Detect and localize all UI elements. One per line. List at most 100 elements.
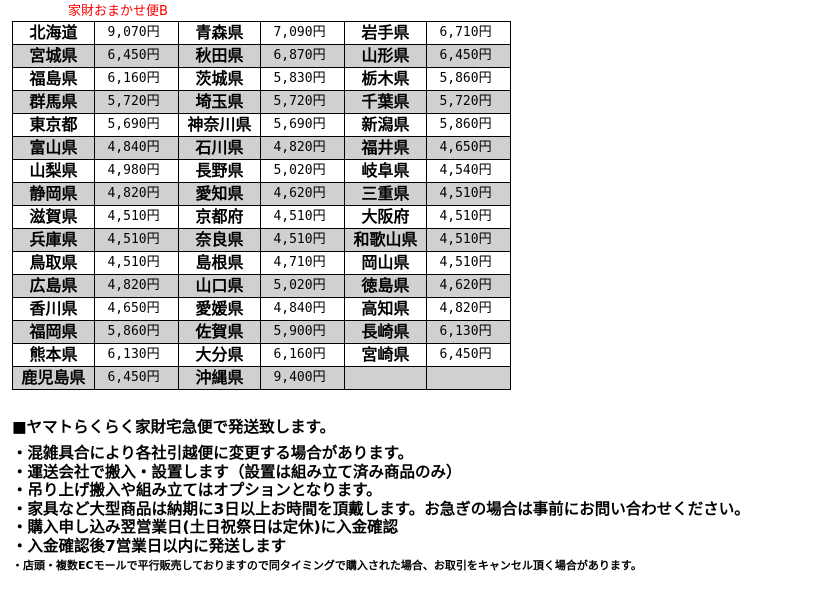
footnote: ・店頭・複数ECモールで平行販売しておりますので同タイミングで購入された場合、お… xyxy=(12,559,642,572)
prefecture-cell: 福井県 xyxy=(343,136,428,160)
price-cell: 6,160円 xyxy=(260,343,345,367)
prefecture-cell: 愛知県 xyxy=(177,182,262,206)
price-cell: 6,130円 xyxy=(94,343,179,367)
prefecture-cell: 京都府 xyxy=(177,205,262,229)
table-row: 静岡県 4,820円 愛知県 4,620円 三重県 4,510円 xyxy=(11,182,511,206)
table-row: 福岡県 5,860円 佐賀県 5,900円 長崎県 6,130円 xyxy=(11,320,511,344)
prefecture-cell: 滋賀県 xyxy=(11,205,96,229)
note-line: ・吊り上げ搬入や組み立てはオプションとなります。 xyxy=(12,481,382,499)
price-cell: 4,820円 xyxy=(94,274,179,298)
price-cell: 5,720円 xyxy=(94,90,179,114)
price-cell: 4,510円 xyxy=(260,228,345,252)
table-row: 熊本県 6,130円 大分県 6,160円 宮崎県 6,450円 xyxy=(11,343,511,367)
price-cell: 4,510円 xyxy=(94,228,179,252)
price-cell: 4,980円 xyxy=(94,159,179,183)
price-cell: 4,710円 xyxy=(260,251,345,275)
table-row: 富山県 4,840円 石川県 4,820円 福井県 4,650円 xyxy=(11,136,511,160)
prefecture-cell: 群馬県 xyxy=(11,90,96,114)
price-cell: 5,020円 xyxy=(260,274,345,298)
price-cell: 5,690円 xyxy=(260,113,345,137)
table-row: 宮城県 6,450円 秋田県 6,870円 山形県 6,450円 xyxy=(11,44,511,68)
price-cell: 4,820円 xyxy=(260,136,345,160)
price-cell: 4,510円 xyxy=(426,182,511,206)
prefecture-cell: 神奈川県 xyxy=(177,113,262,137)
table-row: 兵庫県 4,510円 奈良県 4,510円 和歌山県 4,510円 xyxy=(11,228,511,252)
price-cell: 5,860円 xyxy=(94,320,179,344)
prefecture-cell: 鹿児島県 xyxy=(11,366,96,390)
prefecture-cell: 岐阜県 xyxy=(343,159,428,183)
shipping-notes: ■ヤマトらくらく家財宅急便で発送致します。 ・混雑具合により各社引越便に変更する… xyxy=(12,418,750,555)
prefecture-cell: 鳥取県 xyxy=(11,251,96,275)
price-cell: 6,450円 xyxy=(94,44,179,68)
table-row: 広島県 4,820円 山口県 5,020円 徳島県 4,620円 xyxy=(11,274,511,298)
table-row: 山梨県 4,980円 長野県 5,020円 岐阜県 4,540円 xyxy=(11,159,511,183)
shipping-plan-title: 家財おまかせ便B xyxy=(68,4,168,19)
prefecture-cell: 埼玉県 xyxy=(177,90,262,114)
prefecture-cell: 佐賀県 xyxy=(177,320,262,344)
price-cell: 6,160円 xyxy=(94,67,179,91)
price-cell: 4,650円 xyxy=(426,136,511,160)
price-cell: 6,450円 xyxy=(94,366,179,390)
price-cell: 5,690円 xyxy=(94,113,179,137)
prefecture-cell: 福島県 xyxy=(11,67,96,91)
table-row: 鳥取県 4,510円 島根県 4,710円 岡山県 4,510円 xyxy=(11,251,511,275)
price-cell: 9,400円 xyxy=(260,366,345,390)
notes-heading: ■ヤマトらくらく家財宅急便で発送致します。 xyxy=(12,418,336,436)
table-row: 福島県 6,160円 茨城県 5,830円 栃木県 5,860円 xyxy=(11,67,511,91)
prefecture-cell: 長崎県 xyxy=(343,320,428,344)
price-cell: 4,820円 xyxy=(94,182,179,206)
shipping-rate-table: 北海道 9,070円 青森県 7,090円 岩手県 6,710円 宮城県 6,450円 秋田県 6… xyxy=(11,21,511,390)
table-row: 香川県 4,650円 愛媛県 4,840円 高知県 4,820円 xyxy=(11,297,511,321)
prefecture-cell: 栃木県 xyxy=(343,67,428,91)
price-cell: 4,620円 xyxy=(426,274,511,298)
price-cell: 5,900円 xyxy=(260,320,345,344)
prefecture-cell: 大分県 xyxy=(177,343,262,367)
prefecture-cell: 山梨県 xyxy=(11,159,96,183)
price-cell: 5,860円 xyxy=(426,67,511,91)
price-cell: 6,710円 xyxy=(426,21,511,45)
prefecture-cell: 茨城県 xyxy=(177,67,262,91)
price-cell: 5,720円 xyxy=(426,90,511,114)
prefecture-cell: 長野県 xyxy=(177,159,262,183)
prefecture-cell: 熊本県 xyxy=(11,343,96,367)
table-row: 鹿児島県 6,450円 沖縄県 9,400円 xyxy=(11,366,511,390)
prefecture-cell: 愛媛県 xyxy=(177,297,262,321)
price-cell: 4,510円 xyxy=(260,205,345,229)
price-cell: 4,820円 xyxy=(426,297,511,321)
price-cell: 5,860円 xyxy=(426,113,511,137)
prefecture-cell: 富山県 xyxy=(11,136,96,160)
prefecture-cell: 香川県 xyxy=(11,297,96,321)
price-cell: 4,540円 xyxy=(426,159,511,183)
price-cell: 6,450円 xyxy=(426,44,511,68)
prefecture-cell: 徳島県 xyxy=(343,274,428,298)
prefecture-cell: 岡山県 xyxy=(343,251,428,275)
price-cell: 4,620円 xyxy=(260,182,345,206)
note-line: ・購入申し込み翌営業日(土日祝祭日は定休)に入金確認 xyxy=(12,518,399,536)
prefecture-cell: 北海道 xyxy=(11,21,96,45)
note-line: ・混雑具合により各社引越便に変更する場合があります。 xyxy=(12,444,414,462)
table-row: 滋賀県 4,510円 京都府 4,510円 大阪府 4,510円 xyxy=(11,205,511,229)
price-cell: 4,510円 xyxy=(94,205,179,229)
prefecture-cell: 宮崎県 xyxy=(343,343,428,367)
prefecture-cell: 千葉県 xyxy=(343,90,428,114)
price-cell: 4,650円 xyxy=(94,297,179,321)
price-cell: 4,510円 xyxy=(426,228,511,252)
table-row: 群馬県 5,720円 埼玉県 5,720円 千葉県 5,720円 xyxy=(11,90,511,114)
note-line: ・家具など大型商品は納期に3日以上お時間を頂戴します。お急ぎの場合は事前にお問い… xyxy=(12,499,750,518)
prefecture-cell: 静岡県 xyxy=(11,182,96,206)
prefecture-cell: 大阪府 xyxy=(343,205,428,229)
note-line: ・運送会社で搬入・設置します（設置は組み立て済み商品のみ） xyxy=(12,462,462,481)
price-cell: 6,450円 xyxy=(426,343,511,367)
price-cell: 9,070円 xyxy=(94,21,179,45)
prefecture-cell: 福岡県 xyxy=(11,320,96,344)
price-cell: 5,020円 xyxy=(260,159,345,183)
price-cell xyxy=(426,366,511,390)
prefecture-cell: 山形県 xyxy=(343,44,428,68)
prefecture-cell: 青森県 xyxy=(177,21,262,45)
prefecture-cell: 秋田県 xyxy=(177,44,262,68)
price-cell: 5,830円 xyxy=(260,67,345,91)
prefecture-cell: 和歌山県 xyxy=(343,228,428,252)
price-cell: 4,510円 xyxy=(94,251,179,275)
price-cell: 4,840円 xyxy=(260,297,345,321)
prefecture-cell xyxy=(343,366,428,390)
